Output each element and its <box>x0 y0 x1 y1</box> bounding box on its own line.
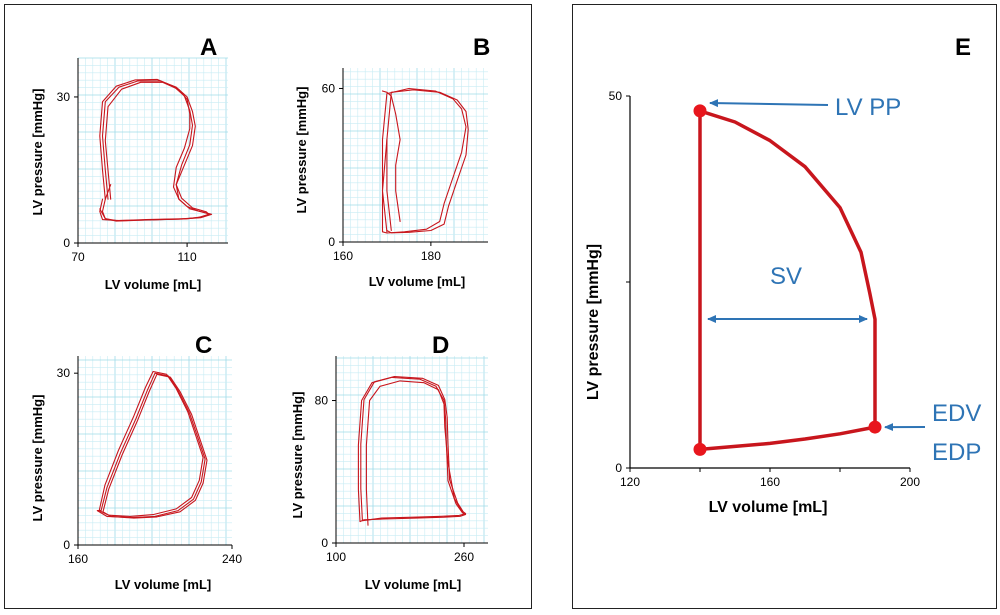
panel-e: E LV volume [mL] LV pressure [mmHg] LV P… <box>585 34 981 516</box>
annotation-edv: EDV <box>932 400 981 427</box>
panel-a: A LV volume [mL] LV pressure [mmHg] 70 11… <box>30 34 228 292</box>
panel-e-ylabel: LV pressure [mmHg] <box>585 244 602 400</box>
panel-c-loop-2 <box>98 370 204 517</box>
panel-d-loop-2 <box>360 375 467 522</box>
panel-a-xtick-label: 70 <box>71 250 85 264</box>
panel-c-xlabel: LV volume [mL] <box>115 577 212 592</box>
panel-label-a: A <box>200 34 217 61</box>
panel-e-xtick-label: 160 <box>760 475 780 489</box>
panel-c-xtick-label: 240 <box>222 552 242 566</box>
panel-a-ytick-label: 30 <box>57 90 71 104</box>
annotation-edp: EDP <box>932 439 981 466</box>
panel-e-xtick-label: 120 <box>620 475 640 489</box>
panel-b-ytick-label: 60 <box>322 81 336 95</box>
annotation-sv: SV <box>770 263 802 290</box>
panel-a-loop-1 <box>99 80 210 222</box>
annotation-lv-pp: LV PP <box>835 94 901 121</box>
panel-a-loop-3 <box>99 78 210 222</box>
panel-e-ytick-label: 50 <box>609 89 623 103</box>
panel-a-ytick-label: 0 <box>63 236 70 250</box>
panel-b-xtick-label: 180 <box>421 249 441 263</box>
panel-e-point-3 <box>693 442 707 456</box>
panel-c-ylabel: LV pressure [mmHg] <box>30 395 45 522</box>
panel-c-xtick-label: 160 <box>68 552 88 566</box>
panel-e-xtick-label: 200 <box>900 475 920 489</box>
panel-c-ytick-label: 0 <box>63 538 70 552</box>
panel-b-xlabel: LV volume [mL] <box>369 274 466 289</box>
panel-e-point-1 <box>693 104 707 118</box>
arrow-lv-pp <box>709 99 829 108</box>
panel-e-loop-1 <box>698 109 877 452</box>
panel-b-loop-2 <box>386 89 469 234</box>
panel-b: B LV volume [mL] LV pressure [mmHg] 160 1… <box>294 34 490 289</box>
panel-d-xlabel: LV volume [mL] <box>365 577 462 592</box>
panel-e-ytick-label: 0 <box>615 461 622 475</box>
panel-a-ylabel: LV pressure [mmHg] <box>30 89 45 216</box>
panel-label-d: D <box>432 332 449 359</box>
panel-label-c: C <box>195 332 212 359</box>
panel-b-xtick-label: 160 <box>333 249 353 263</box>
panel-d-xtick-label: 100 <box>326 550 346 564</box>
panel-d: D LV volume [mL] LV pressure [mmHg] 100 2… <box>290 332 488 592</box>
panel-d-xtick-label: 260 <box>454 550 474 564</box>
panel-c-ytick-label: 30 <box>57 366 71 380</box>
panel-a-loop-2 <box>101 81 213 222</box>
panel-d-ylabel: LV pressure [mmHg] <box>290 392 305 519</box>
panel-e-xlabel: LV volume [mL] <box>709 499 828 516</box>
panel-label-e: E <box>955 34 971 61</box>
left-frame <box>4 4 532 609</box>
panel-label-b: B <box>473 34 490 61</box>
panel-a-xlabel: LV volume [mL] <box>105 277 202 292</box>
panel-d-loop-3 <box>365 380 465 526</box>
panel-e-point-2 <box>868 420 882 434</box>
panel-b-loop-1 <box>381 87 467 234</box>
panel-b-loop-3 <box>381 90 401 223</box>
panel-d-ytick-label: 0 <box>321 536 328 550</box>
panel-b-ylabel: LV pressure [mmHg] <box>294 87 309 214</box>
panel-c-loop-3 <box>102 373 208 519</box>
panel-c: C LV volume [mL] LV pressure [mmHg] 160 2… <box>30 332 242 592</box>
panel-b-ytick-label: 0 <box>328 235 335 249</box>
panel-d-loop-1 <box>357 376 467 523</box>
right-frame <box>572 4 997 609</box>
panel-a-xtick-label: 110 <box>178 250 197 264</box>
panel-d-ytick-label: 80 <box>315 394 329 408</box>
